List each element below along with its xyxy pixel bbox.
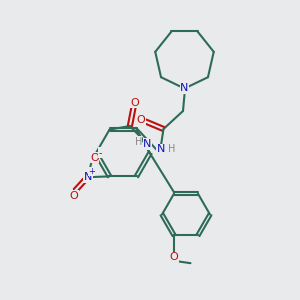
- Text: O: O: [136, 115, 146, 125]
- Text: H: H: [168, 144, 175, 154]
- Text: H: H: [135, 136, 142, 147]
- Text: N: N: [157, 144, 165, 154]
- Text: -: -: [99, 148, 102, 158]
- Text: +: +: [88, 167, 95, 176]
- Text: N: N: [143, 139, 152, 149]
- Text: N: N: [84, 172, 92, 182]
- Text: N: N: [180, 83, 189, 94]
- Text: O: O: [90, 153, 99, 163]
- Text: O: O: [69, 191, 78, 201]
- Text: O: O: [169, 252, 178, 262]
- Text: O: O: [130, 98, 140, 108]
